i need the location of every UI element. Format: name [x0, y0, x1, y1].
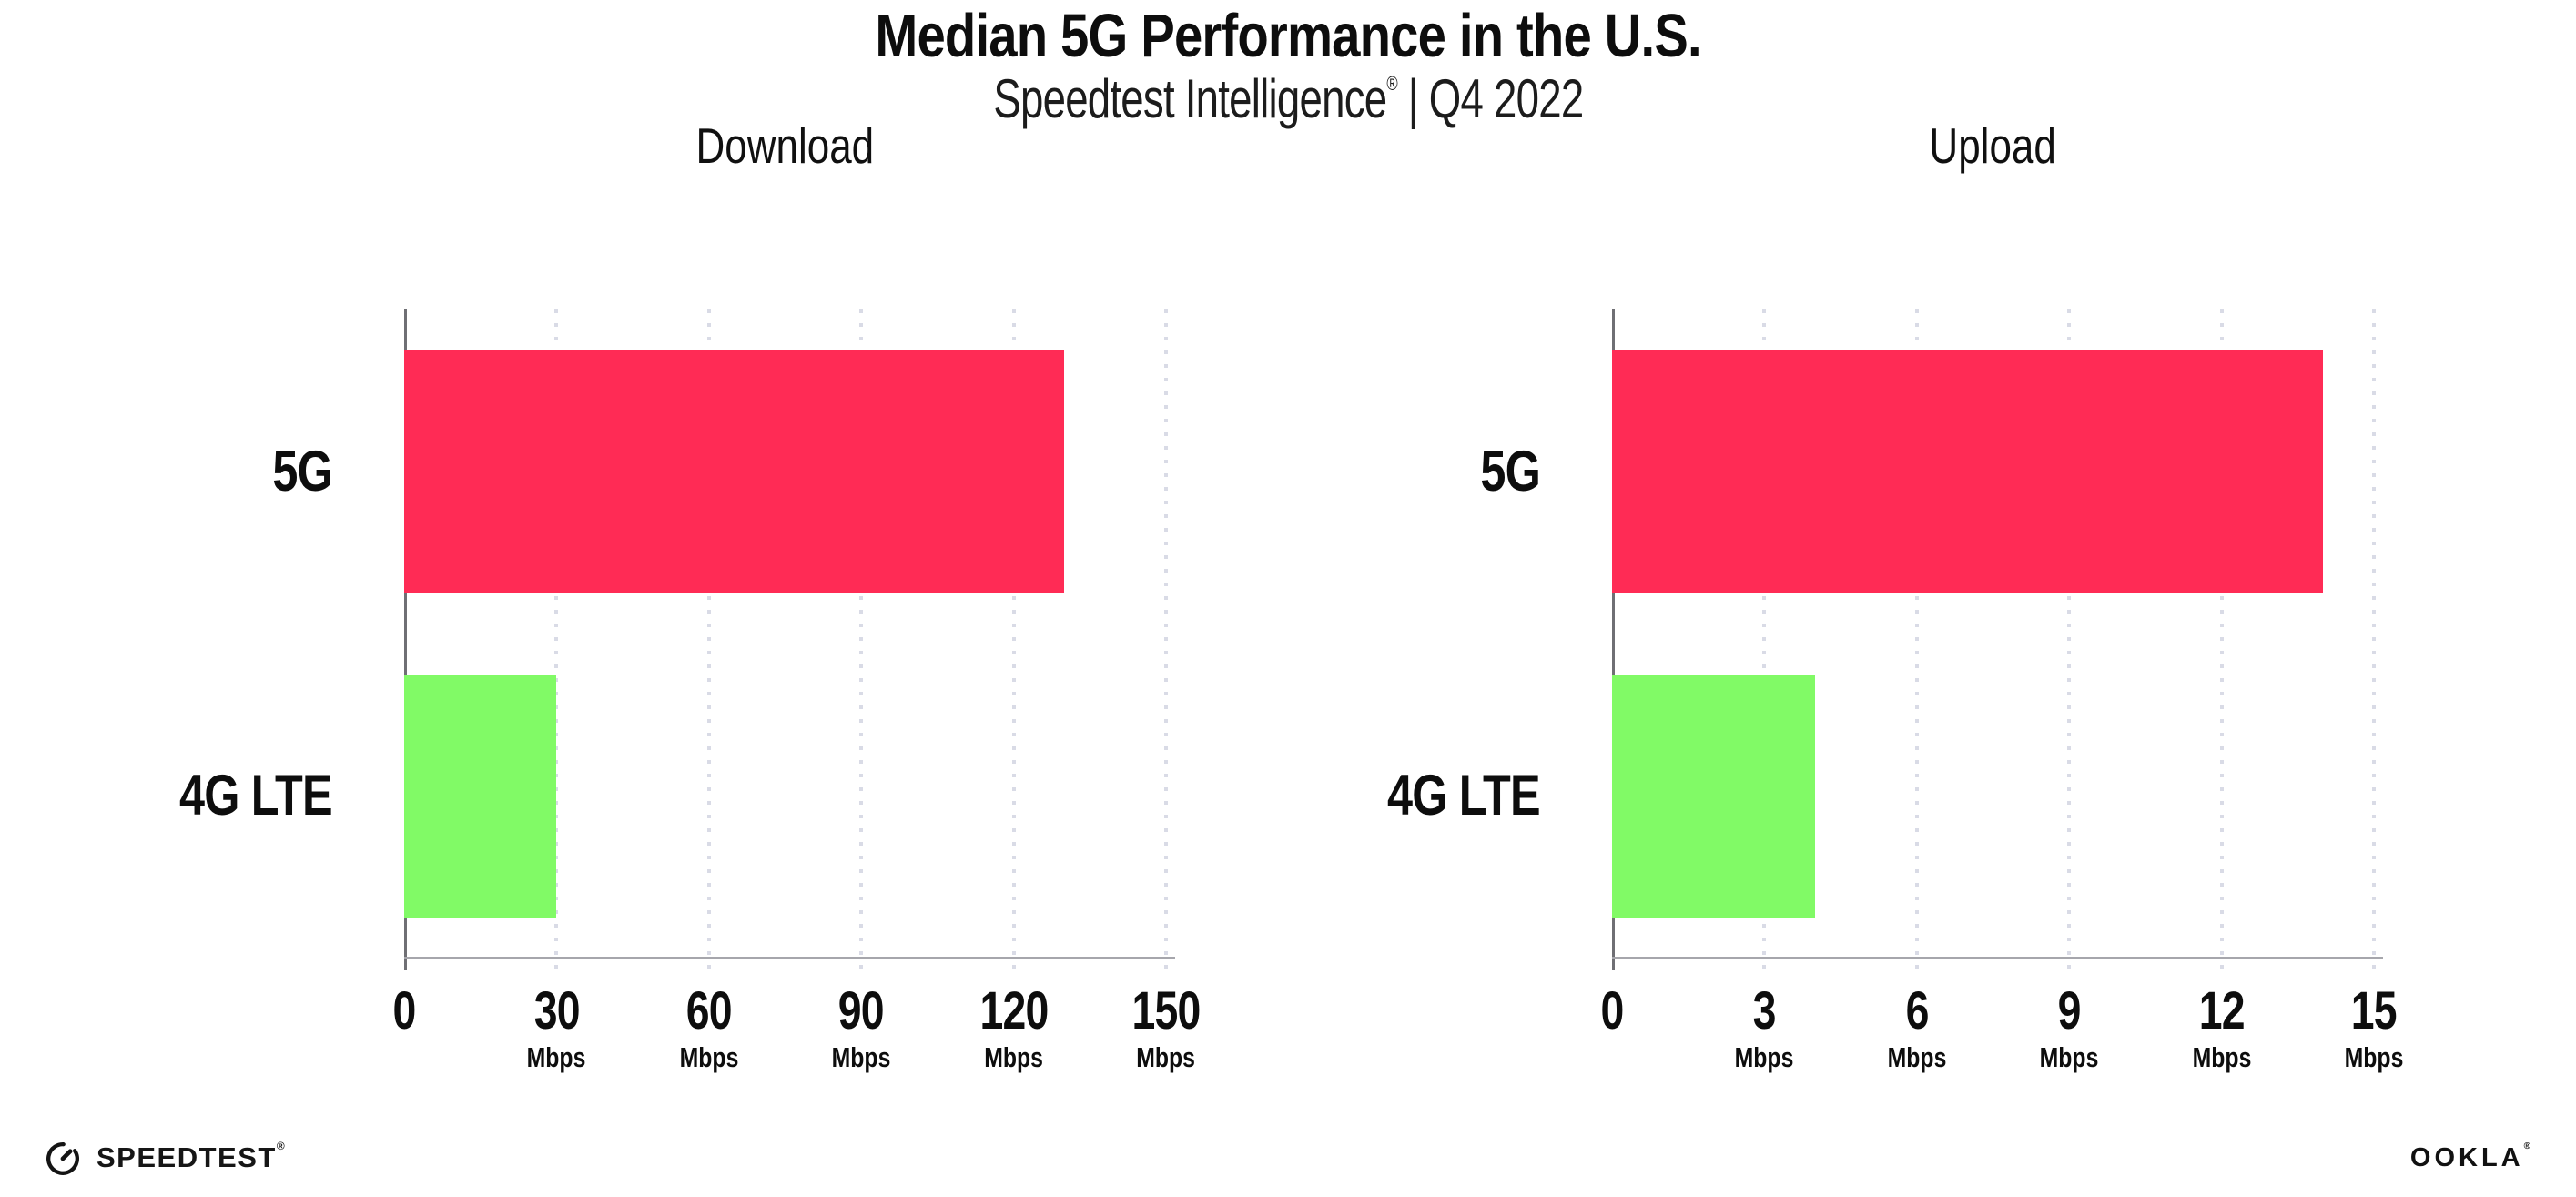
download-category-label-4g-lte: 4G LTE — [179, 764, 333, 827]
download-gridline-60 — [706, 309, 711, 970]
speedtest-wordmark: SPEEDTEST® — [96, 1140, 287, 1173]
download-x-tick-120: 120 Mbps — [979, 981, 1049, 1073]
chart-header: Median 5G Performance in the U.S. Speedt… — [0, 5, 2576, 127]
ookla-registered-mark: ® — [2523, 1141, 2534, 1151]
registered-mark: ® — [1385, 72, 1397, 95]
page-subtitle: Speedtest Intelligence® | Q4 2022 — [0, 72, 2576, 127]
bar-5g-upload — [1612, 350, 2324, 593]
download-x-tick-labels: 0 30 Mbps 60 Mbps 90 Mbps 120 Mbps 150 Mbps — [392, 981, 1201, 1112]
download-x-tick-90: 90 Mbps — [831, 981, 891, 1073]
upload-gridline-12 — [2219, 309, 2224, 970]
download-plot-area — [404, 309, 1175, 970]
speedtest-registered-mark: ® — [276, 1140, 287, 1152]
download-chart-panel: Download 5G 4G LTE 0 30 Mbps 60 Mbps 90 Mbps 120… — [91, 117, 1201, 1138]
upload-x-tick-0: 0 — [1600, 981, 1624, 1040]
speedtest-logo: SPEEDTEST® — [42, 1137, 286, 1179]
upload-y-axis — [1612, 309, 1615, 970]
upload-x-tick-12: 12 Mbps — [2192, 981, 2251, 1073]
download-category-label-5g: 5G — [272, 440, 332, 503]
upload-x-tick-3: 3 Mbps — [1735, 981, 1794, 1073]
speedtest-gauge-icon — [46, 1141, 79, 1175]
upload-x-tick-15: 15 Mbps — [2344, 981, 2404, 1073]
upload-category-labels: 5G 4G LTE — [1317, 309, 1541, 958]
upload-x-axis — [1612, 957, 2383, 959]
upload-category-label-5g: 5G — [1480, 440, 1540, 503]
download-gridline-30 — [554, 309, 559, 970]
upload-gridline-15 — [2372, 309, 2376, 970]
bar-5g-download — [404, 350, 1065, 593]
ookla-wordmark: OOKLA — [2409, 1142, 2524, 1172]
page-title: Median 5G Performance in the U.S. — [875, 2, 1701, 70]
upload-x-tick-6: 6 Mbps — [1887, 981, 1947, 1073]
upload-gridline-3 — [1762, 309, 1767, 970]
upload-chart-title: Upload — [1929, 117, 2057, 174]
download-x-tick-0: 0 — [392, 981, 416, 1040]
download-x-tick-60: 60 Mbps — [679, 981, 739, 1073]
upload-gridline-6 — [1914, 309, 1919, 970]
download-gridline-120 — [1011, 309, 1016, 970]
download-x-tick-150: 150 Mbps — [1131, 981, 1201, 1073]
bar-4g-lte-download — [404, 675, 557, 918]
ookla-logo: OOKLA® — [2409, 1141, 2534, 1173]
download-x-tick-30: 30 Mbps — [527, 981, 586, 1073]
upload-x-tick-labels: 0 3 Mbps 6 Mbps 9 Mbps 12 Mbps 15 Mbps — [1600, 981, 2403, 1112]
upload-plot-area — [1612, 309, 2383, 970]
download-y-axis — [404, 309, 407, 970]
download-chart-title: Download — [695, 117, 875, 174]
download-gridline-90 — [859, 309, 864, 970]
bar-4g-lte-upload — [1612, 675, 1816, 918]
upload-category-label-4g-lte: 4G LTE — [1387, 764, 1541, 827]
upload-x-tick-9: 9 Mbps — [2039, 981, 2099, 1073]
upload-gridline-9 — [2067, 309, 2072, 970]
download-category-labels: 5G 4G LTE — [109, 309, 333, 958]
download-gridline-150 — [1164, 309, 1168, 970]
subtitle-period: | Q4 2022 — [1396, 68, 1584, 129]
footer: SPEEDTEST® OOKLA® — [42, 1137, 2534, 1179]
subtitle-brand: Speedtest Intelligence — [992, 68, 1387, 129]
upload-chart-panel: Upload 5G 4G LTE 0 3 Mbps 6 Mbps 9 Mbps 12 Mbps 15… — [1299, 117, 2403, 1138]
download-x-axis — [404, 957, 1175, 959]
